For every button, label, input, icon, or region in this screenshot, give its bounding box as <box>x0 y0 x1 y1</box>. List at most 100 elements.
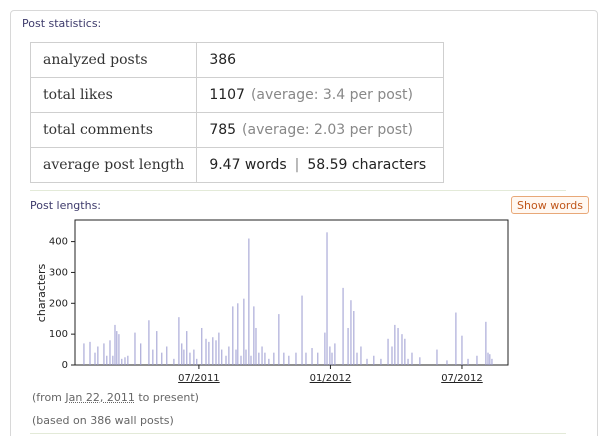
bar <box>127 355 129 365</box>
bar <box>250 355 252 365</box>
basis-note: (based on 386 wall posts) <box>32 414 174 427</box>
bar <box>407 358 409 365</box>
bar <box>455 312 457 365</box>
y-tick-label: 300 <box>49 267 68 278</box>
bar <box>342 287 344 365</box>
bar <box>353 311 355 365</box>
average: (average: 2.03 per post) <box>242 122 414 138</box>
row: total comments 785 (average: 2.03 per post… <box>29 112 445 148</box>
divider <box>30 190 566 191</box>
bar <box>366 358 368 365</box>
label: average post length <box>29 147 198 183</box>
value: 785 (average: 2.03 per post) <box>196 112 445 148</box>
bar <box>97 346 99 365</box>
bar <box>212 337 214 365</box>
show-words-button[interactable]: Show words <box>511 196 589 214</box>
bar <box>243 298 245 365</box>
y-axis-label: characters <box>35 264 48 323</box>
section-title: Post statistics: <box>22 17 102 30</box>
bar <box>476 355 478 365</box>
stats-table: analyzed posts 386 total likes 1107 (averag… <box>29 42 445 183</box>
bar <box>261 346 263 365</box>
bar <box>205 338 207 365</box>
bar <box>124 357 126 365</box>
bar <box>183 349 185 365</box>
row: total likes 1107 (average: 3.4 per post) <box>29 77 445 113</box>
bar <box>419 357 421 365</box>
y-tick-label: 0 <box>62 360 68 371</box>
value: 58.59 characters <box>307 157 427 173</box>
bar <box>181 343 183 365</box>
range-note: (from Jan 22, 2011 to present) <box>32 391 199 404</box>
bar <box>112 355 114 365</box>
bar <box>411 352 413 365</box>
bar <box>347 327 349 365</box>
bar <box>273 352 275 365</box>
bar <box>350 300 352 365</box>
bar <box>173 358 175 365</box>
bar <box>106 355 108 365</box>
y-tick-label: 400 <box>49 237 68 248</box>
value: 9.47 words | 58.59 characters <box>196 147 445 183</box>
bar <box>237 303 239 365</box>
bar <box>391 346 393 365</box>
row: analyzed posts 386 <box>29 42 445 78</box>
bar <box>268 358 270 365</box>
bar <box>118 334 120 365</box>
x-tick-label: 07/2012 <box>441 373 483 384</box>
bar <box>193 349 195 365</box>
separator: | <box>294 157 300 173</box>
bar <box>485 321 487 365</box>
plot-frame <box>74 219 509 366</box>
bar <box>329 346 331 365</box>
bar <box>489 354 491 365</box>
bar <box>394 324 396 365</box>
bar <box>278 314 280 365</box>
y-tick-label: 100 <box>49 329 68 340</box>
bar <box>373 355 375 365</box>
bar <box>461 335 463 365</box>
bar <box>161 352 163 365</box>
bar <box>245 349 247 365</box>
bar <box>295 352 297 365</box>
bar <box>380 358 382 365</box>
bar <box>305 352 307 365</box>
bar <box>387 338 389 365</box>
bar <box>196 358 198 365</box>
bar <box>232 306 234 365</box>
bar <box>152 349 154 365</box>
bar <box>148 320 150 365</box>
bar <box>208 341 210 365</box>
bar <box>114 324 116 365</box>
bar <box>140 343 142 365</box>
x-tick-label: 01/2012 <box>310 373 352 384</box>
bar <box>283 352 285 365</box>
bar <box>491 358 493 365</box>
date-link[interactable]: Jan 22, 2011 <box>65 391 135 404</box>
bar <box>178 317 180 365</box>
bar <box>334 343 336 365</box>
row: average post length 9.47 words | 58.59 char… <box>29 147 445 183</box>
bar <box>225 355 227 365</box>
bar <box>235 349 237 365</box>
bar <box>116 331 118 365</box>
bar <box>324 332 326 365</box>
bar <box>436 349 438 365</box>
bar <box>397 327 399 365</box>
bar <box>189 352 191 365</box>
bar <box>248 238 250 365</box>
bar <box>487 352 489 365</box>
bar <box>311 348 313 365</box>
bar <box>255 327 257 365</box>
label: total likes <box>29 77 198 113</box>
text: to present) <box>134 391 199 404</box>
bar <box>218 332 220 365</box>
divider <box>30 433 566 434</box>
bar <box>134 332 136 365</box>
panel <box>10 10 598 436</box>
bar <box>264 352 266 365</box>
text: (from <box>32 391 66 404</box>
bar <box>186 331 188 365</box>
